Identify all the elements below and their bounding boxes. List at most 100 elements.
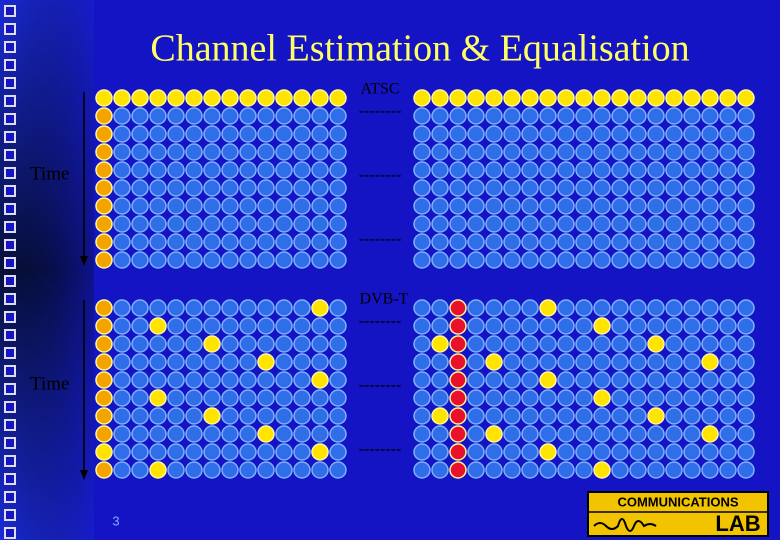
subcarrier (503, 215, 521, 233)
subcarrier (431, 407, 449, 425)
subcarrier (737, 179, 755, 197)
subcarrier (431, 107, 449, 125)
subcarrier (719, 389, 737, 407)
subcarrier (593, 125, 611, 143)
subcarrier (185, 407, 203, 425)
subcarrier (167, 161, 185, 179)
subcarrier (575, 197, 593, 215)
subcarrier (611, 443, 629, 461)
subcarrier (449, 233, 467, 251)
subcarrier (293, 107, 311, 125)
subcarrier (449, 125, 467, 143)
subcarrier (413, 215, 431, 233)
subcarrier (221, 251, 239, 269)
subcarrier (413, 251, 431, 269)
subcarrier (113, 197, 131, 215)
subcarrier (275, 233, 293, 251)
subcarrier (311, 143, 329, 161)
subcarrier (185, 197, 203, 215)
side-squares (4, 5, 16, 539)
subcarrier (185, 161, 203, 179)
subcarrier (167, 299, 185, 317)
subcarrier (683, 215, 701, 233)
subcarrier (539, 389, 557, 407)
subcarrier (167, 407, 185, 425)
subcarrier (701, 335, 719, 353)
subcarrier (239, 461, 257, 479)
subcarrier (503, 107, 521, 125)
subcarrier (239, 251, 257, 269)
subcarrier (131, 371, 149, 389)
subcarrier (221, 143, 239, 161)
subcarrier (221, 107, 239, 125)
subcarrier (203, 251, 221, 269)
subcarrier (131, 89, 149, 107)
subcarrier (485, 161, 503, 179)
subcarrier (701, 443, 719, 461)
subcarrier (467, 233, 485, 251)
subcarrier (131, 107, 149, 125)
subcarrier (113, 389, 131, 407)
subcarrier (113, 89, 131, 107)
subcarrier (275, 425, 293, 443)
subcarrier (167, 461, 185, 479)
subcarrier (503, 461, 521, 479)
subcarrier (275, 461, 293, 479)
subcarrier (521, 161, 539, 179)
subcarrier (149, 143, 167, 161)
subcarrier (611, 125, 629, 143)
subcarrier (95, 125, 113, 143)
subcarrier (611, 233, 629, 251)
subcarrier (647, 299, 665, 317)
subcarrier (539, 353, 557, 371)
subcarrier (149, 197, 167, 215)
subcarrier (221, 317, 239, 335)
subcarrier (431, 317, 449, 335)
subcarrier (557, 215, 575, 233)
subcarrier (221, 425, 239, 443)
subcarrier (449, 461, 467, 479)
subcarrier (719, 317, 737, 335)
subcarrier (329, 215, 347, 233)
subcarrier (503, 335, 521, 353)
subcarrier (611, 371, 629, 389)
subcarrier (293, 371, 311, 389)
subcarrier (311, 425, 329, 443)
subcarrier (329, 89, 347, 107)
subcarrier (575, 125, 593, 143)
subcarrier (485, 371, 503, 389)
subcarrier (683, 371, 701, 389)
subcarrier (647, 443, 665, 461)
subcarrier (329, 299, 347, 317)
subcarrier (293, 179, 311, 197)
subcarrier (431, 461, 449, 479)
subcarrier (257, 371, 275, 389)
subcarrier (221, 197, 239, 215)
subcarrier (257, 353, 275, 371)
subcarrier (131, 233, 149, 251)
subcarrier (431, 197, 449, 215)
subcarrier (665, 299, 683, 317)
subcarrier (629, 233, 647, 251)
side-square (4, 365, 16, 377)
subcarrier (683, 299, 701, 317)
subcarrier (167, 215, 185, 233)
separator: -------- (359, 231, 402, 248)
subcarrier (557, 125, 575, 143)
subcarrier (737, 197, 755, 215)
subcarrier (185, 371, 203, 389)
subcarrier (275, 251, 293, 269)
subcarrier (737, 353, 755, 371)
subcarrier (701, 299, 719, 317)
subcarrier (683, 389, 701, 407)
subcarrier (611, 461, 629, 479)
subcarrier (203, 461, 221, 479)
subcarrier (221, 461, 239, 479)
subcarrier (413, 197, 431, 215)
subcarrier (329, 233, 347, 251)
subcarrier (167, 389, 185, 407)
subcarrier (521, 197, 539, 215)
subcarrier (239, 299, 257, 317)
subcarrier (257, 125, 275, 143)
